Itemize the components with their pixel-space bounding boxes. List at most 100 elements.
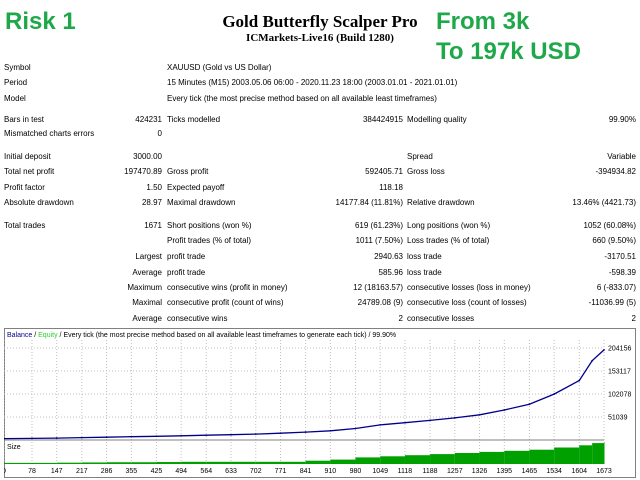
long-positions-label: Long positions (won %) (407, 221, 491, 230)
balance-point (379, 424, 382, 426)
abs-drawdown-label: Absolute drawdown (4, 198, 74, 207)
profit-factor-label: Profit factor (4, 183, 45, 192)
largest-label: Largest (135, 252, 162, 261)
x-tick-label: 1188 (423, 468, 438, 475)
max-drawdown-label: Maximal drawdown (167, 198, 236, 207)
short-positions-value: 619 (61.23%) (354, 221, 403, 230)
balance-chart: Balance / Equity / Every tick (the most … (4, 328, 636, 478)
y-tick-label: 153117 (608, 369, 631, 376)
size-bar (81, 462, 107, 464)
x-tick-label: 1118 (398, 468, 413, 475)
balance-point (180, 434, 183, 437)
expected-payoff-value: 118.18 (379, 183, 403, 192)
balance-point (478, 413, 481, 416)
balance-point (155, 435, 158, 438)
x-tick-label: 633 (225, 468, 237, 475)
size-bar (231, 461, 256, 464)
ticks-value: 384424915 (362, 115, 403, 124)
size-bar (454, 453, 480, 464)
balance-point (404, 421, 406, 424)
maximal-profit-value: 24789.08 (9) (357, 298, 403, 307)
average-loss-label: loss trade (407, 268, 442, 277)
maximal-loss-value: -11036.99 (5) (588, 298, 636, 307)
x-tick-labels: 0 78 147 217 286 355 425 494 564 633 702 771 841 910 9… (4, 468, 612, 475)
max-cons-losses-value: 6 (-833.07) (596, 283, 636, 292)
size-bar (504, 450, 530, 464)
size-bars (4, 442, 605, 464)
x-tick-label: 0 (4, 468, 6, 475)
average-cons-label: Average (132, 314, 162, 323)
deposit-value: 3000.00 (133, 152, 162, 161)
max-cons-losses-label: consecutive losses (loss in money) (407, 283, 531, 292)
balance-point (279, 432, 282, 435)
balance-point (80, 436, 83, 439)
size-bar (479, 451, 505, 464)
size-bar (579, 445, 593, 464)
balance-point (230, 433, 232, 436)
balance-series-line (4, 349, 605, 440)
x-tick-label: 1534 (546, 468, 562, 475)
largest-profit-value: 2940.63 (374, 252, 403, 261)
model-label: Model (4, 94, 26, 103)
size-bar (380, 456, 405, 464)
period-label: Period (4, 78, 28, 87)
long-positions-value: 1052 (60.08%) (583, 221, 636, 230)
size-bar (156, 462, 182, 464)
average-profit-value: 585.96 (378, 268, 403, 277)
gross-profit-label: Gross profit (167, 167, 209, 176)
spread-label: Spread (407, 152, 433, 161)
balance-point (254, 433, 257, 435)
size-bar (305, 460, 331, 464)
profit-factor-value: 1.50 (146, 183, 162, 192)
x-tick-label: 910 (325, 468, 337, 475)
largest-loss-label: loss trade (407, 252, 442, 261)
avg-cons-losses-value: 2 (631, 314, 636, 323)
size-bar (604, 442, 605, 464)
size-bar (529, 449, 555, 464)
quality-value: 99.90% (608, 115, 636, 124)
model-value: Every tick (the most precise method base… (167, 94, 437, 103)
bars-value: 424231 (135, 115, 162, 124)
mismatch-value: 0 (157, 129, 162, 138)
period-value: 15 Minutes (M15) 2003.05.06 06:00 - 2020… (167, 78, 458, 87)
legend-equity: Equity (38, 332, 58, 339)
loss-trades-value: 660 (9.50%) (592, 236, 636, 245)
x-tick-label: 1395 (497, 468, 513, 475)
risk-caption: Risk 1 (5, 8, 76, 35)
balance-point (55, 437, 58, 439)
balance-point (130, 435, 133, 438)
y-tick-label: 102078 (608, 392, 631, 399)
x-tick-label: 425 (151, 468, 163, 475)
balance-point (429, 419, 431, 422)
maximum-label: Maximum (127, 283, 162, 292)
x-tick-label: 78 (28, 468, 36, 475)
total-trades-value: 1671 (144, 221, 162, 230)
avg-cons-wins-value: 2 (398, 314, 403, 323)
abs-drawdown-value: 28.97 (141, 198, 162, 207)
x-tick-label: 217 (76, 468, 88, 475)
size-bar (404, 455, 431, 464)
size-bar (330, 459, 356, 464)
server-build: ICMarkets-Live16 (Build 1280) (246, 32, 394, 44)
size-bar (106, 462, 132, 464)
size-bar (280, 461, 306, 464)
max-cons-wins-label: consecutive wins (profit in money) (167, 283, 288, 292)
legend-sep: / (32, 332, 38, 339)
gross-loss-value: -394934.82 (595, 167, 636, 176)
balance-point (591, 359, 594, 362)
size-bar (31, 462, 57, 464)
size-bar (4, 462, 32, 464)
x-tick-label: 147 (51, 468, 63, 475)
chart-grid (4, 340, 605, 464)
size-bar (181, 461, 207, 464)
x-tick-label: 702 (250, 468, 262, 475)
balance-point (603, 349, 605, 351)
legend-text: / Every tick (the most precise method ba… (58, 332, 397, 339)
total-trades-label: Total trades (4, 221, 46, 230)
largest-profit-label: profit trade (167, 252, 206, 261)
size-bar (206, 461, 232, 464)
y-tick-label: 204156 (608, 346, 631, 353)
balance-point (578, 379, 581, 382)
balance-point (304, 431, 307, 433)
size-bar (255, 461, 281, 464)
